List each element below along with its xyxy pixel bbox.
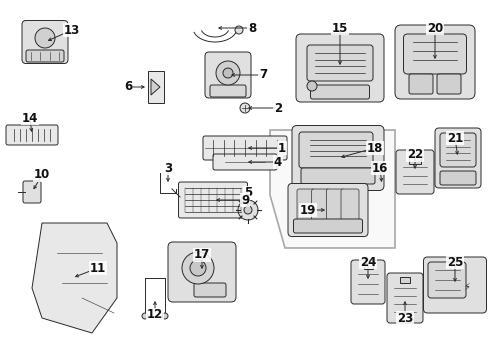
FancyBboxPatch shape: [294, 219, 363, 233]
FancyBboxPatch shape: [301, 168, 375, 184]
Text: 3: 3: [164, 162, 172, 175]
Bar: [400, 277, 410, 283]
FancyBboxPatch shape: [423, 257, 487, 313]
Text: 17: 17: [194, 248, 210, 261]
FancyBboxPatch shape: [205, 52, 251, 98]
Circle shape: [240, 103, 250, 113]
Circle shape: [307, 81, 317, 91]
Text: 13: 13: [64, 23, 80, 36]
FancyBboxPatch shape: [297, 189, 315, 221]
FancyBboxPatch shape: [409, 74, 433, 94]
Text: 22: 22: [407, 148, 423, 162]
Text: 11: 11: [90, 261, 106, 274]
FancyBboxPatch shape: [396, 150, 434, 194]
FancyBboxPatch shape: [437, 74, 461, 94]
Text: 14: 14: [22, 112, 38, 125]
Circle shape: [182, 252, 214, 284]
Text: 8: 8: [248, 22, 256, 35]
FancyBboxPatch shape: [299, 132, 373, 168]
Bar: [364, 263, 372, 269]
Circle shape: [162, 313, 168, 319]
Text: 16: 16: [372, 162, 388, 175]
FancyBboxPatch shape: [213, 154, 277, 170]
FancyBboxPatch shape: [168, 242, 236, 302]
Circle shape: [244, 206, 252, 214]
FancyBboxPatch shape: [351, 260, 385, 304]
Polygon shape: [148, 71, 164, 103]
FancyBboxPatch shape: [178, 182, 247, 218]
FancyBboxPatch shape: [6, 125, 58, 145]
FancyBboxPatch shape: [312, 189, 330, 221]
Circle shape: [216, 61, 240, 85]
Text: 25: 25: [447, 256, 463, 269]
Text: 24: 24: [360, 256, 376, 269]
FancyBboxPatch shape: [395, 25, 475, 99]
FancyBboxPatch shape: [440, 133, 476, 167]
Text: ⚡: ⚡: [464, 282, 470, 292]
FancyBboxPatch shape: [428, 262, 466, 298]
FancyBboxPatch shape: [435, 128, 481, 188]
FancyBboxPatch shape: [292, 126, 384, 190]
Polygon shape: [32, 223, 117, 333]
FancyBboxPatch shape: [288, 184, 368, 237]
Text: 18: 18: [367, 141, 383, 154]
Text: 23: 23: [397, 311, 413, 324]
Circle shape: [238, 200, 258, 220]
FancyBboxPatch shape: [23, 181, 41, 203]
Circle shape: [235, 26, 243, 34]
FancyBboxPatch shape: [210, 85, 246, 97]
Circle shape: [223, 68, 233, 78]
FancyBboxPatch shape: [311, 85, 369, 99]
FancyBboxPatch shape: [194, 283, 226, 297]
Circle shape: [190, 260, 206, 276]
Polygon shape: [151, 79, 160, 95]
Text: 12: 12: [147, 309, 163, 321]
Circle shape: [35, 28, 55, 48]
Text: 15: 15: [332, 22, 348, 35]
FancyBboxPatch shape: [387, 273, 423, 323]
Text: 9: 9: [241, 194, 249, 207]
Text: 21: 21: [447, 131, 463, 144]
FancyBboxPatch shape: [307, 45, 373, 81]
Text: 20: 20: [427, 22, 443, 35]
FancyBboxPatch shape: [341, 189, 359, 221]
Text: 19: 19: [300, 203, 316, 216]
FancyBboxPatch shape: [203, 136, 287, 160]
FancyBboxPatch shape: [440, 171, 476, 185]
FancyBboxPatch shape: [403, 34, 466, 74]
FancyBboxPatch shape: [326, 189, 344, 221]
Polygon shape: [270, 130, 395, 248]
FancyBboxPatch shape: [296, 34, 384, 102]
Text: 7: 7: [259, 68, 267, 81]
Bar: [409, 156, 421, 164]
Circle shape: [142, 313, 148, 319]
Text: 10: 10: [34, 168, 50, 181]
Text: 1: 1: [278, 141, 286, 154]
Text: 4: 4: [274, 156, 282, 168]
FancyBboxPatch shape: [22, 21, 68, 63]
Text: 6: 6: [124, 81, 132, 94]
FancyBboxPatch shape: [26, 50, 64, 62]
Text: 5: 5: [244, 186, 252, 199]
Text: 2: 2: [274, 102, 282, 114]
